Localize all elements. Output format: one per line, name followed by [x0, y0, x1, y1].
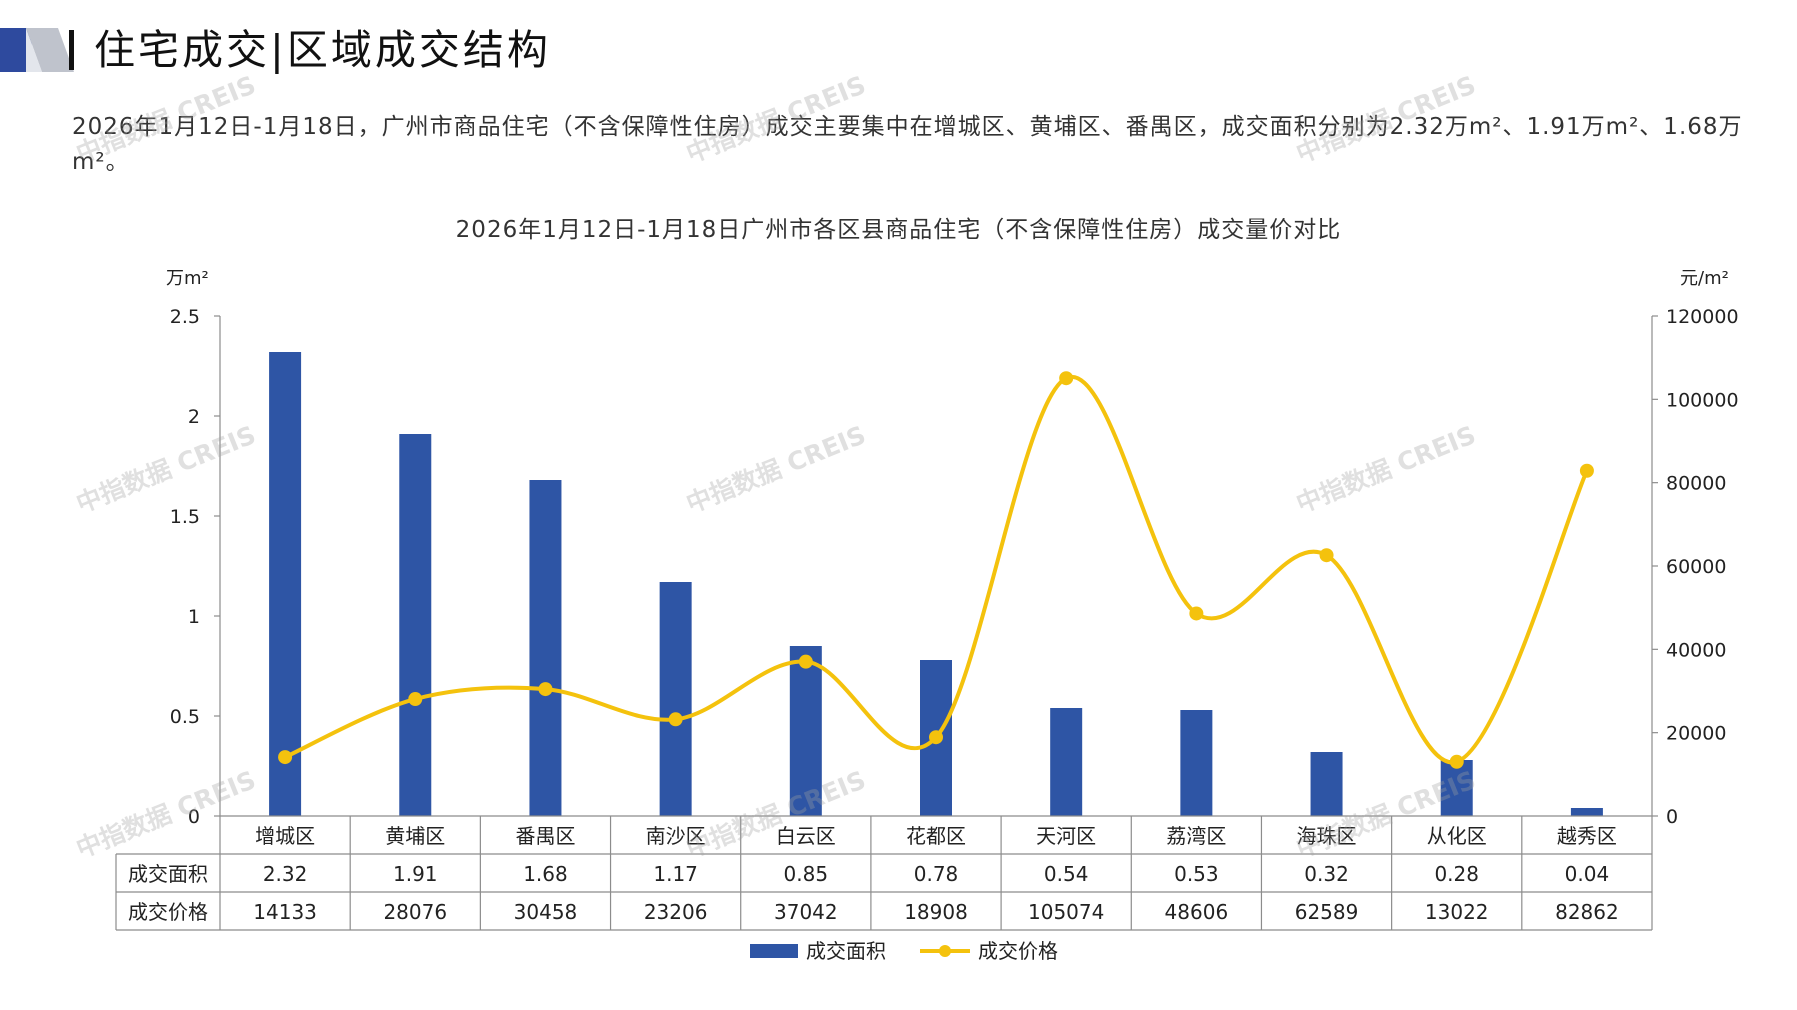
- right-tick-label: 0: [1666, 806, 1678, 828]
- legend-line-label: 成交价格: [978, 939, 1058, 963]
- left-tick-label: 2: [188, 406, 200, 428]
- category-label: 南沙区: [646, 824, 706, 848]
- bar-成交面积: [659, 582, 692, 816]
- bar-成交面积: [1570, 808, 1603, 816]
- area-value-label: 0.54: [1044, 862, 1089, 886]
- price-point: [1319, 548, 1334, 563]
- page-title: 住宅成交|区域成交结构: [94, 26, 551, 74]
- table-row-header: 成交价格: [128, 900, 208, 924]
- price-value-label: 30458: [514, 900, 578, 924]
- bar-成交面积: [269, 352, 302, 816]
- table-row-header: 成交面积: [128, 862, 208, 886]
- price-point: [408, 692, 423, 707]
- area-value-label: 1.91: [393, 862, 438, 886]
- left-tick-label: 2.5: [170, 306, 200, 328]
- left-axis-unit: 万m²: [166, 268, 209, 289]
- price-value-label: 105074: [1028, 900, 1104, 924]
- chart-title: 2026年1月12日-1月18日广州市各区县商品住宅（不含保障性住房）成交量价对…: [455, 217, 1342, 243]
- bar-成交面积: [529, 480, 562, 816]
- brand-logo: [0, 28, 74, 72]
- price-value-label: 13022: [1425, 900, 1489, 924]
- price-point: [668, 712, 683, 727]
- category-label: 白云区: [776, 824, 836, 848]
- price-value-label: 82862: [1555, 900, 1619, 924]
- summary-text: 2026年1月12日-1月18日，广州市商品住宅（不含保障性住房）成交主要集中在…: [72, 114, 1743, 175]
- price-point: [1449, 754, 1464, 769]
- right-axis-unit: 元/m²: [1680, 268, 1729, 289]
- bar-成交面积: [1440, 760, 1473, 816]
- legend-bar-label: 成交面积: [806, 939, 886, 963]
- area-value-label: 0.78: [914, 862, 959, 886]
- price-value-label: 28076: [383, 900, 447, 924]
- left-tick-label: 1: [188, 606, 200, 628]
- area-value-label: 0.04: [1565, 862, 1610, 886]
- legend-line-marker: [939, 945, 951, 957]
- left-tick-label: 1.5: [170, 506, 200, 528]
- price-value-label: 18908: [904, 900, 968, 924]
- bar-成交面积: [1310, 752, 1343, 816]
- price-value-label: 62589: [1295, 900, 1359, 924]
- logo-bar: [69, 30, 74, 70]
- right-tick-label: 60000: [1666, 556, 1726, 578]
- price-point: [929, 730, 943, 745]
- left-tick-label: 0: [188, 806, 200, 828]
- area-value-label: 0.53: [1174, 862, 1219, 886]
- category-label: 荔湾区: [1166, 824, 1226, 848]
- price-point: [1579, 463, 1594, 478]
- category-label: 花都区: [906, 824, 966, 848]
- area-value-label: 1.17: [653, 862, 698, 886]
- price-point: [1059, 371, 1074, 386]
- right-tick-label: 40000: [1666, 639, 1726, 661]
- category-label: 天河区: [1036, 824, 1096, 848]
- price-value-label: 23206: [644, 900, 708, 924]
- price-point: [798, 654, 813, 669]
- price-point: [538, 682, 553, 697]
- area-value-label: 2.32: [263, 862, 308, 886]
- bar-成交面积: [789, 646, 822, 816]
- right-tick-label: 120000: [1666, 306, 1739, 328]
- bar-成交面积: [1050, 708, 1083, 816]
- category-label: 黄埔区: [385, 824, 445, 848]
- area-value-label: 1.68: [523, 862, 568, 886]
- price-point: [278, 750, 293, 765]
- category-label: 增城区: [255, 824, 315, 848]
- right-tick-label: 20000: [1666, 723, 1726, 745]
- area-value-label: 0.28: [1434, 862, 1479, 886]
- category-label: 从化区: [1427, 824, 1487, 848]
- category-label: 海珠区: [1297, 824, 1357, 848]
- area-value-label: 0.85: [784, 862, 829, 886]
- price-value-label: 48606: [1165, 900, 1229, 924]
- bar-成交面积: [399, 434, 432, 816]
- category-label: 番禺区: [515, 824, 575, 848]
- price-value-label: 37042: [774, 900, 838, 924]
- category-label: 越秀区: [1557, 824, 1617, 848]
- legend-bar-swatch: [750, 944, 798, 958]
- price-point: [1189, 606, 1204, 621]
- area-value-label: 0.32: [1304, 862, 1349, 886]
- logo-blue-block: [0, 28, 32, 72]
- logo-light-block: [26, 28, 42, 72]
- right-tick-label: 80000: [1666, 473, 1726, 495]
- bar-成交面积: [1180, 710, 1213, 816]
- price-value-label: 14133: [253, 900, 317, 924]
- right-tick-label: 100000: [1666, 389, 1739, 411]
- left-tick-label: 0.5: [170, 706, 200, 728]
